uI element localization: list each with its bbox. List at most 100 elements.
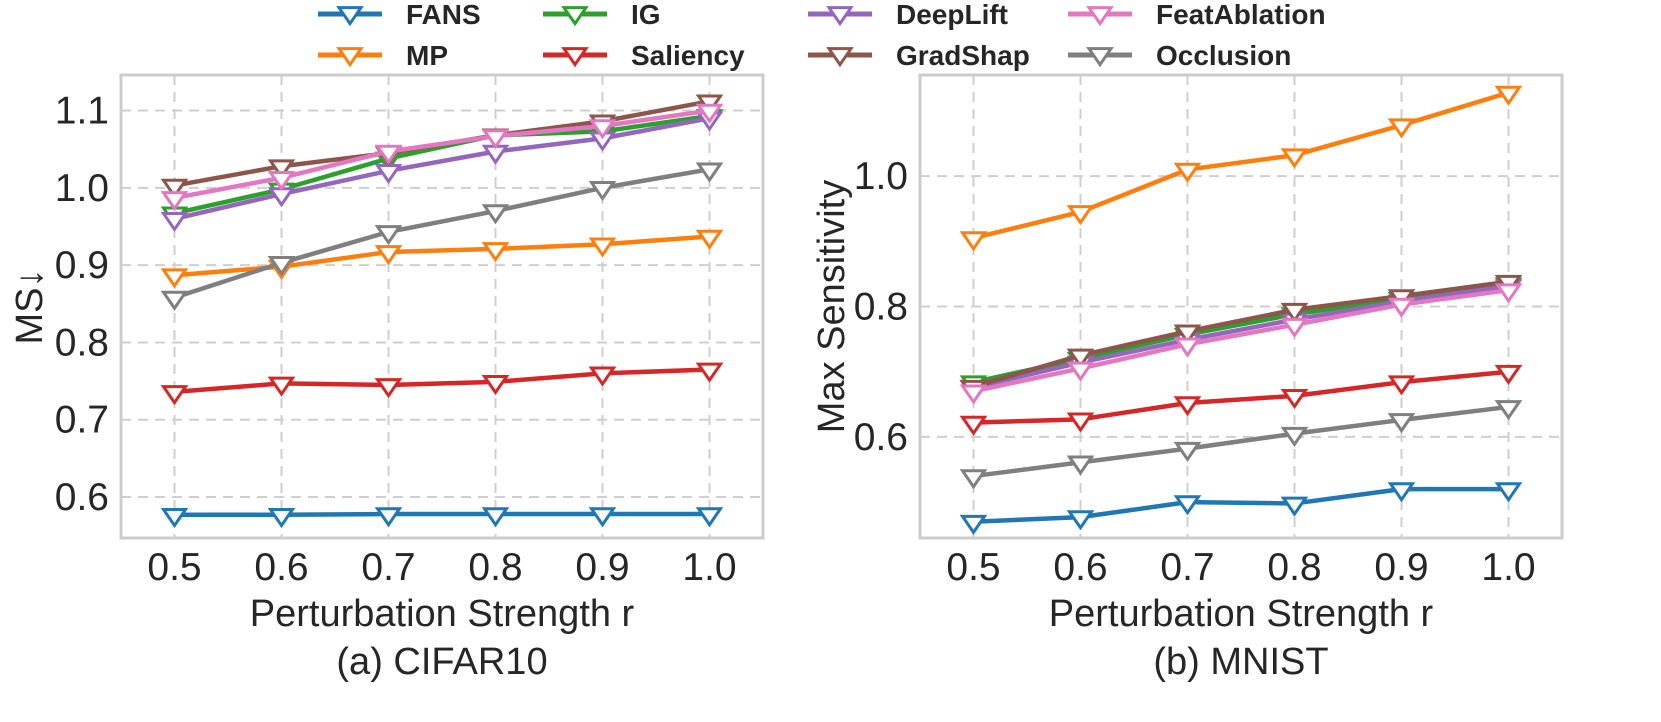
plot-frame xyxy=(119,73,765,540)
data-point-occlusion xyxy=(695,162,724,183)
x-tick-label: 0.5 xyxy=(946,546,1000,589)
y-tick-label: 1.0 xyxy=(55,167,109,210)
data-point-fans xyxy=(1173,495,1202,516)
data-point-occlusion xyxy=(1280,426,1309,447)
data-point-featablation xyxy=(1280,317,1309,339)
data-point-fans xyxy=(1387,482,1416,503)
data-point-mp xyxy=(374,245,403,266)
data-point-occlusion xyxy=(267,256,296,277)
series-occlusion xyxy=(160,162,724,311)
data-point-deeplift xyxy=(160,211,189,233)
data-point-fans xyxy=(267,507,296,529)
x-tick-label: 0.9 xyxy=(575,546,629,589)
legend-label: Occlusion xyxy=(1156,40,1291,71)
series-line-featablation xyxy=(174,108,710,201)
series-line-saliency xyxy=(973,369,1509,425)
y-tick-label: 0.8 xyxy=(854,286,908,329)
series-line-deeplift xyxy=(173,116,710,221)
series-line-ig xyxy=(174,113,710,216)
panel-mnist: 0.5 0.6 0.7 0.8 0.9 1.0 0.6 0.8 1.0 Perturbation … xyxy=(811,73,1564,683)
legend-marker-icon xyxy=(336,6,364,27)
data-point-occlusion xyxy=(1173,441,1202,462)
y-tick-label: 0.7 xyxy=(55,399,109,442)
data-point-occlusion xyxy=(481,204,510,225)
data-point-featablation xyxy=(267,170,296,192)
data-point-saliency xyxy=(588,366,617,387)
legend-label: GradShap xyxy=(896,40,1030,71)
data-point-featablation xyxy=(695,103,724,124)
data-point-fans xyxy=(481,507,510,528)
x-tick-label: 0.7 xyxy=(361,546,415,589)
legend-item-gradshap: GradShap xyxy=(808,40,1030,71)
legend-item-occlusion: Occlusion xyxy=(1068,40,1291,71)
series-fans xyxy=(160,507,724,529)
data-point-gradshap xyxy=(1280,302,1309,324)
data-point-mp xyxy=(1494,85,1523,106)
x-axis-label: Perturbation Strength r xyxy=(1049,593,1434,635)
data-point-mp xyxy=(1280,148,1309,169)
legend-item-saliency: Saliency xyxy=(543,40,745,71)
x-tick-label: 1.0 xyxy=(1481,546,1535,589)
y-tick-label: 0.6 xyxy=(854,416,908,459)
data-point-saliency xyxy=(1387,375,1416,396)
y-tick-label: 0.6 xyxy=(55,476,109,519)
series-line-fans xyxy=(973,486,1509,524)
data-point-gradshap xyxy=(160,178,189,199)
data-point-saliency xyxy=(1173,396,1202,417)
legend-item-fans: FANS xyxy=(318,0,481,30)
series-featablation xyxy=(959,283,1523,405)
x-axis-label: Perturbation Strength r xyxy=(250,593,635,635)
data-point-mp xyxy=(959,231,988,252)
x-tick-label: 0.8 xyxy=(1267,546,1321,589)
data-point-mp xyxy=(160,268,189,289)
data-point-mp xyxy=(1066,205,1095,226)
x-tick-label: 0.8 xyxy=(468,546,522,589)
data-point-saliency xyxy=(1494,364,1523,386)
data-point-gradshap xyxy=(267,159,296,180)
legend-label: Saliency xyxy=(631,40,745,71)
data-point-saliency xyxy=(1066,412,1095,433)
data-point-fans xyxy=(1280,496,1309,517)
series-line-mp xyxy=(972,90,1510,241)
data-point-mp xyxy=(1173,162,1202,183)
data-point-saliency xyxy=(1280,389,1309,410)
data-point-occlusion xyxy=(588,181,617,202)
y-tick-label: 0.9 xyxy=(55,244,109,287)
data-point-occlusion xyxy=(1387,413,1416,434)
data-point-fans xyxy=(160,507,189,529)
series-line-occlusion xyxy=(973,404,1509,479)
data-point-fans xyxy=(959,514,988,535)
series-line-gradshap xyxy=(972,279,1509,389)
data-point-mp xyxy=(1387,118,1416,139)
legend-item-mp: MP xyxy=(318,40,448,71)
data-point-occlusion xyxy=(959,469,988,490)
legend-marker-icon xyxy=(1086,47,1114,68)
x-tick-label: 0.9 xyxy=(1374,546,1428,589)
series-gradshap xyxy=(959,274,1523,401)
series-mp xyxy=(959,85,1523,252)
legend-marker-icon xyxy=(1086,6,1114,27)
series-ig xyxy=(160,109,724,227)
y-axis-label: MS↓ xyxy=(9,269,51,345)
series-mp xyxy=(160,229,724,289)
data-point-featablation xyxy=(1173,337,1202,358)
data-point-featablation xyxy=(481,129,510,150)
data-point-saliency xyxy=(160,385,189,406)
legend-item-featablation: FeatAblation xyxy=(1068,0,1326,30)
data-point-occlusion xyxy=(374,225,403,246)
series-line-occlusion xyxy=(173,167,710,300)
legend: FANS MP IG Saliency DeepLift GradShap FeatAbla… xyxy=(318,0,1326,71)
panel-caption: (b) MNIST xyxy=(1153,641,1328,683)
x-tick-label: 0.6 xyxy=(254,546,308,589)
legend-marker-icon xyxy=(336,47,364,68)
legend-label: DeepLift xyxy=(896,0,1008,30)
legend-label: MP xyxy=(406,40,448,71)
data-point-saliency xyxy=(959,415,988,436)
data-point-featablation xyxy=(1494,283,1523,304)
series-line-saliency xyxy=(174,367,710,395)
data-point-mp xyxy=(481,242,510,263)
data-point-gradshap xyxy=(1173,324,1202,345)
legend-marker-icon xyxy=(561,6,589,27)
data-point-occlusion xyxy=(160,290,189,311)
data-point-featablation xyxy=(374,144,403,165)
